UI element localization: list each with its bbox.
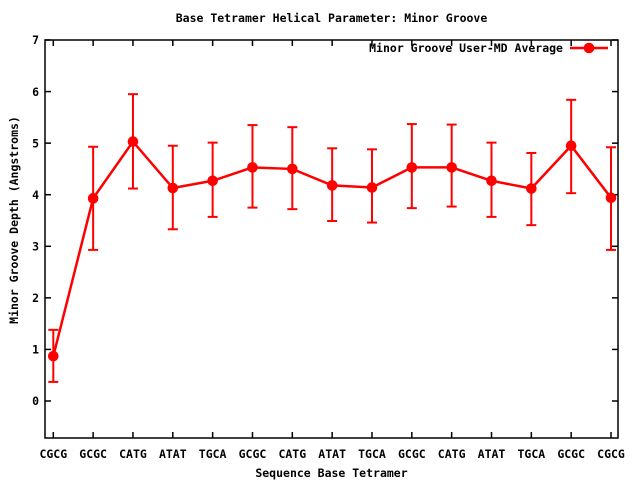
- y-tick-label: 7: [32, 33, 39, 47]
- legend-line-sample: [570, 42, 608, 54]
- y-tick-label: 6: [32, 85, 39, 99]
- legend-sample-marker: [583, 42, 595, 54]
- data-point: [48, 350, 59, 362]
- data-point: [605, 192, 617, 204]
- y-tick-label: 2: [32, 291, 39, 305]
- y-tick-label: 0: [32, 394, 39, 408]
- legend: Minor Groove User-MD Average: [369, 41, 608, 55]
- x-axis-label: Sequence Base Tetramer: [255, 466, 407, 480]
- x-tick-label: CATG: [438, 447, 466, 461]
- data-point: [326, 180, 338, 191]
- data-point: [287, 163, 298, 175]
- y-tick-label: 3: [32, 239, 39, 253]
- data-point: [406, 162, 418, 173]
- x-tick-label: GCGC: [239, 447, 267, 461]
- y-axis-label: Minor Groove Depth (Angstroms): [7, 116, 21, 324]
- data-point: [127, 136, 139, 147]
- x-tick-label: ATAT: [159, 447, 187, 461]
- plot-border: [44, 39, 619, 439]
- x-tick-label: ATAT: [478, 447, 506, 461]
- y-tick-label: 4: [32, 188, 39, 202]
- x-tick-label: TGCA: [199, 447, 227, 461]
- x-tick-label: GCGC: [557, 447, 585, 461]
- plot-area: 0 1 2 3 4 5 6 7 CGCG GCGC CATG ATAT TGCA GCGC CATG ATAT…: [32, 33, 625, 461]
- x-tick-label: CATG: [278, 447, 306, 461]
- x-tick-label: TGCA: [517, 447, 545, 461]
- x-tick-label: CGCG: [39, 447, 67, 461]
- chart-title: Base Tetramer Helical Parameter: Minor G…: [176, 11, 488, 25]
- x-tick-label: GCGC: [79, 447, 107, 461]
- data-point: [486, 175, 497, 187]
- x-tick-label: CATG: [119, 447, 147, 461]
- x-tick-label: TGCA: [358, 447, 386, 461]
- data-point: [247, 162, 258, 173]
- data-point: [565, 140, 577, 152]
- data-point: [526, 183, 537, 194]
- data-point: [87, 193, 99, 204]
- x-tick-label: GCGC: [398, 447, 426, 461]
- data-point: [446, 162, 457, 173]
- x-tick-label: CGCG: [597, 447, 625, 461]
- data-point: [366, 182, 378, 193]
- data-point: [207, 175, 218, 187]
- y-tick-label: 1: [32, 343, 39, 357]
- legend-label: Minor Groove User-MD Average: [369, 41, 563, 55]
- y-tick-label: 5: [32, 136, 39, 150]
- data-point: [167, 182, 179, 194]
- x-tick-label: ATAT: [318, 447, 346, 461]
